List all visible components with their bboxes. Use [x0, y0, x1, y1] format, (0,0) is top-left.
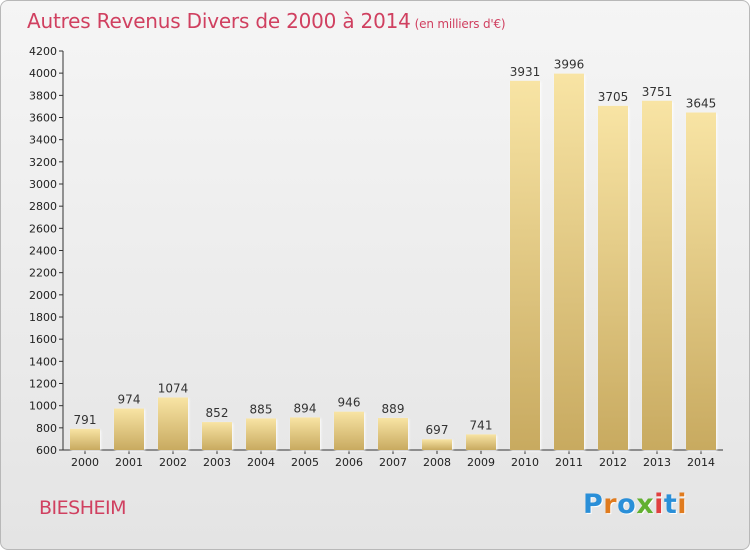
y-tick-label: 2600 — [29, 222, 57, 235]
y-tick-label: 4000 — [29, 67, 57, 80]
data-label: 3705 — [598, 90, 629, 104]
data-labels: 791 974 1074 852 885 894 946 889 697 741 3931 3996 3… — [74, 58, 717, 438]
bar — [202, 422, 232, 450]
brand-letter: i — [654, 489, 664, 520]
bar — [686, 112, 716, 450]
brand-letter: o — [617, 489, 637, 520]
brand-letter: t — [663, 489, 678, 520]
brand-letter: P — [583, 489, 604, 520]
y-tick-label: 600 — [36, 444, 57, 457]
x-tick-label: 2007 — [379, 456, 407, 469]
y-tick-label: 1600 — [29, 333, 57, 346]
y-tick-label: 1400 — [29, 355, 57, 368]
bar — [70, 428, 100, 450]
commune-name: BIESHEIM — [39, 497, 127, 519]
y-tick-label: 3400 — [29, 134, 57, 147]
data-label: 741 — [470, 418, 493, 432]
bar — [334, 411, 364, 450]
x-tick-label: 2006 — [335, 456, 363, 469]
x-tick-label: 2009 — [467, 456, 495, 469]
y-tick-label: 3200 — [29, 156, 57, 169]
y-tick-label: 800 — [36, 422, 57, 435]
brand-letter: x — [636, 489, 655, 520]
y-tick-label: 1000 — [29, 400, 57, 413]
x-tick-label: 2001 — [115, 456, 143, 469]
data-label: 852 — [206, 406, 229, 420]
x-tick-label: 2005 — [291, 456, 319, 469]
y-tick-label: 3000 — [29, 178, 57, 191]
bar — [642, 100, 672, 451]
brand-letter: r — [603, 489, 618, 520]
y-tick-label: 2800 — [29, 200, 57, 213]
bar — [158, 397, 188, 450]
bar — [422, 439, 452, 450]
bar — [598, 105, 628, 451]
data-label: 3996 — [554, 58, 585, 72]
y-tick-label: 4200 — [29, 45, 57, 58]
y-tick-label: 2200 — [29, 267, 57, 280]
y-tick-label: 1200 — [29, 378, 57, 391]
data-label: 885 — [250, 402, 273, 416]
data-label: 1074 — [158, 381, 189, 395]
bar — [510, 80, 540, 451]
y-tick-label: 3600 — [29, 112, 57, 125]
x-tick-label: 2008 — [423, 456, 451, 469]
bar — [246, 418, 276, 450]
y-tick-label: 2400 — [29, 245, 57, 258]
data-label: 791 — [74, 413, 97, 427]
x-tick-label: 2014 — [687, 456, 715, 469]
data-label: 3645 — [686, 97, 717, 111]
y-tick-label: 3800 — [29, 89, 57, 102]
unit-label: (en milliers d'€) — [414, 17, 506, 31]
bar — [290, 417, 320, 450]
data-label: 946 — [338, 396, 361, 410]
chart-title: Autres Revenus Divers de 2000 à 2014 (en … — [27, 9, 506, 33]
x-tick-label: 2004 — [247, 456, 275, 469]
brand-letter: i — [677, 489, 688, 520]
x-tick-label: 2012 — [599, 456, 627, 469]
x-tick-label: 2013 — [643, 456, 671, 469]
data-label: 974 — [118, 393, 141, 407]
data-label: 3931 — [510, 65, 541, 79]
data-label: 894 — [294, 401, 317, 415]
bar — [114, 408, 144, 450]
axes: 600 800 1000 1200 1400 1600 1800 2000 2200 2400 26… — [29, 45, 723, 469]
bar — [466, 434, 496, 450]
data-label: 3751 — [642, 85, 673, 99]
x-tick-label: 2003 — [203, 456, 231, 469]
bar — [378, 417, 408, 450]
x-tick-label: 2011 — [555, 456, 583, 469]
title-text: Autres Revenus Divers de 2000 à 2014 — [27, 9, 411, 33]
brand-logo: Proxiti — [583, 489, 687, 520]
data-label: 889 — [382, 402, 405, 416]
x-tick-label: 2000 — [71, 456, 99, 469]
y-tick-label: 1800 — [29, 311, 57, 324]
y-tick-label: 2000 — [29, 289, 57, 302]
x-tick-label: 2002 — [159, 456, 187, 469]
x-tick-label: 2010 — [511, 456, 539, 469]
bars — [70, 73, 716, 451]
bar — [554, 73, 584, 451]
data-label: 697 — [426, 423, 449, 437]
